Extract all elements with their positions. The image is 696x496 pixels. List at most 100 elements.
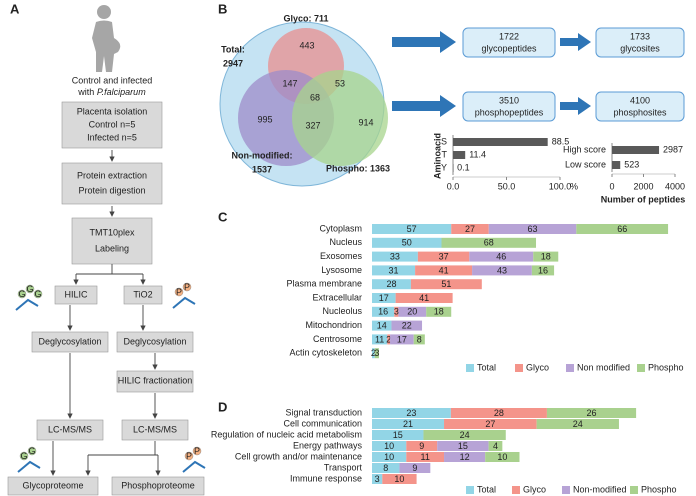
x-tick-label: 4000 (665, 181, 685, 191)
venn-phospho (292, 70, 388, 166)
step-box (71, 217, 153, 265)
pregnant-icon (92, 5, 121, 72)
legend-swatch (515, 364, 523, 372)
modification-letter: G (28, 446, 35, 456)
category-label: Mitochondrion (305, 320, 362, 330)
value-label: 17 (397, 334, 407, 344)
step-text: TMT10plex (89, 227, 135, 237)
value-label: 63 (528, 224, 538, 234)
axis-unit: % (570, 181, 578, 191)
venn-count: 443 (299, 40, 314, 50)
legend-swatch (466, 364, 474, 372)
axis-title: Aminoacid (432, 133, 442, 179)
flow-text: 4100 (630, 95, 650, 105)
category-label: T (442, 149, 448, 159)
value-label: 9 (419, 441, 424, 451)
x-tick-label: 2000 (633, 181, 653, 191)
category-label: Transport (324, 462, 363, 472)
category-label: Cell growth and/or maintenance (235, 451, 362, 461)
bar-segment (437, 441, 489, 451)
legend-swatch (630, 486, 638, 494)
value-label: 28 (386, 279, 396, 289)
modification-letter: G (20, 451, 27, 461)
category-label: Signal transduction (285, 407, 362, 417)
step-box (36, 419, 104, 441)
bar-segment (406, 441, 438, 451)
category-label: Extracellular (312, 292, 362, 302)
axis-title: Number of peptides (601, 194, 686, 204)
legend-swatch (466, 486, 474, 494)
value-label: 3 (375, 474, 380, 484)
bar-segment (444, 419, 537, 429)
venn-count: 68 (310, 92, 320, 102)
bar-segment (394, 306, 399, 317)
modification (184, 451, 194, 461)
category-label: Lysosome (321, 265, 362, 275)
value-label: 24 (460, 430, 470, 440)
legend-label: Non-modified (573, 484, 627, 494)
value-label: 3 (374, 348, 379, 358)
step-box (116, 370, 194, 393)
step-text: Infected n=5 (87, 132, 137, 142)
peptide-stick (172, 296, 196, 309)
bar (453, 151, 466, 159)
category-label: Regulation of nucleic acid metabolism (211, 429, 362, 439)
value-label: 9 (412, 463, 417, 473)
value-label: 46 (496, 251, 506, 261)
flow-arrows (392, 31, 591, 117)
venn-label: 2947 (223, 58, 243, 68)
venn-label: Phospho: 1363 (326, 163, 390, 173)
category-label: Actin cytoskeleton (289, 348, 362, 358)
x-tick-label: 0.0 (447, 181, 460, 191)
bar-segment (472, 265, 532, 276)
bar-segment (372, 463, 400, 473)
step-text: Protein digestion (78, 185, 145, 195)
panel-label: B (218, 1, 227, 16)
value-label: 4 (493, 441, 498, 451)
value-label: 27 (465, 224, 475, 234)
category-label: Nucleolus (322, 306, 362, 316)
value-label: 24 (573, 419, 583, 429)
bar-segment (372, 452, 407, 462)
bar-segment (372, 474, 383, 484)
bar-segment (372, 224, 452, 234)
step-text: Control n=5 (89, 119, 136, 129)
bar-segment (441, 237, 537, 248)
bar-segment (372, 251, 418, 262)
value-label: 11.4 (469, 149, 486, 159)
flow-text: 1733 (630, 31, 650, 41)
value-label: 66 (617, 224, 627, 234)
category-label: Cell communication (283, 418, 362, 428)
bar (453, 138, 548, 146)
value-label: 10 (394, 474, 404, 484)
value-label: 33 (390, 251, 400, 261)
step-text: Glycoproteome (22, 480, 83, 490)
step-text: Phosphoproteome (121, 480, 195, 490)
category-label: Immune response (290, 473, 362, 483)
value-label: 88.5 (552, 136, 570, 146)
modification (27, 446, 37, 456)
venn-label: 1537 (252, 164, 272, 174)
legend-swatch (566, 364, 574, 372)
peptide-stick (17, 460, 41, 473)
value-label: 37 (439, 251, 449, 261)
venn-count: 914 (358, 117, 373, 127)
value-label: 43 (497, 265, 507, 275)
peptide-stick (15, 298, 39, 311)
value-label: 21 (403, 419, 413, 429)
bar-segment (372, 408, 451, 418)
venn-count: 995 (257, 114, 272, 124)
legend-swatch (637, 364, 645, 372)
bar-segment (391, 320, 423, 331)
modification (192, 446, 202, 456)
bar-segment (372, 441, 407, 451)
bar-segment (423, 430, 506, 440)
legend-label: Phospho (648, 362, 684, 372)
category-label: Low score (565, 159, 606, 169)
bar-segment (576, 224, 669, 234)
modification (33, 289, 43, 299)
step-box (61, 162, 163, 205)
bar-segment (372, 265, 416, 276)
